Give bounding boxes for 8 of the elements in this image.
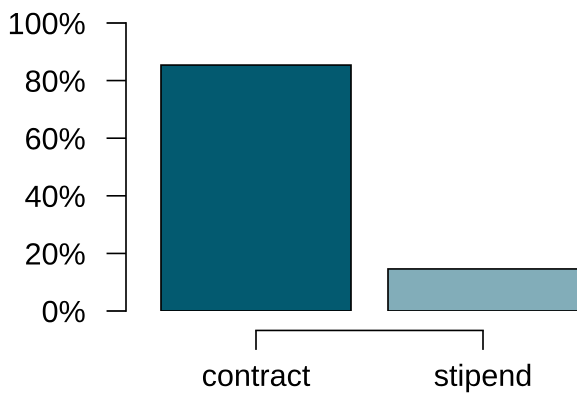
y-tick-label: 20% [26,243,85,265]
y-tick-label: 0% [42,300,85,322]
y-tick-label: 60% [26,128,85,150]
x-tick-label: stipend [434,364,530,392]
y-tick-label: 100% [10,12,85,34]
y-tick-label: 40% [25,186,85,208]
y-tick-label: 80% [26,70,85,92]
x-tick-label: contract [202,366,310,386]
